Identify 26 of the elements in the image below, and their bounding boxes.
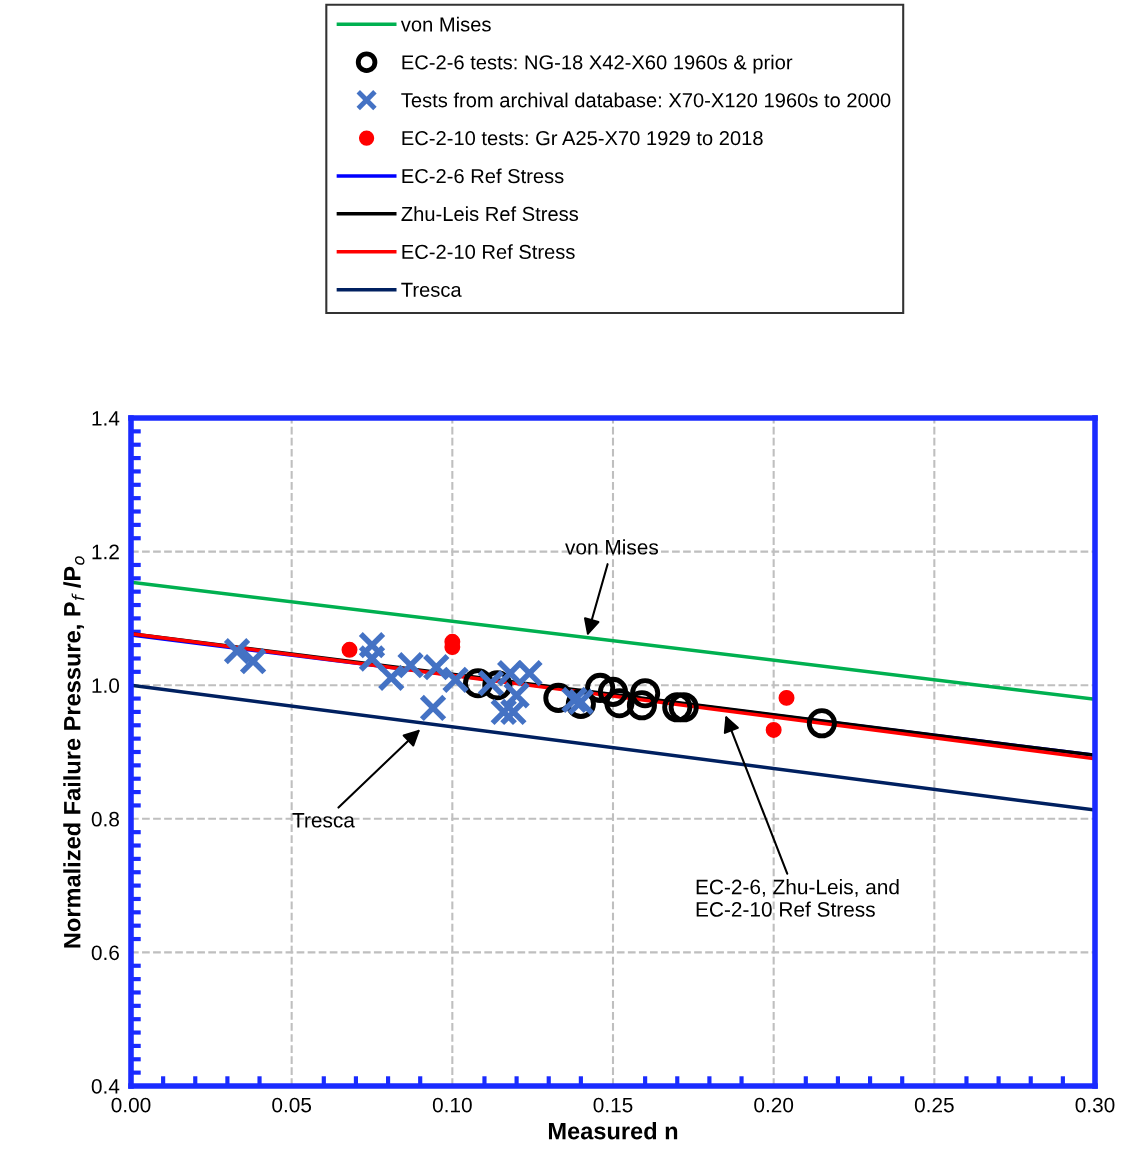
annotation: EC-2-6, Zhu-Leis, and EC-2-10 Ref Stress [696, 879, 899, 917]
legend-label: EC-2-6 Ref Stress [402, 168, 564, 184]
legend-label: EC-2-10 tests: Gr A25-X70 1929 to 2018 [402, 131, 763, 146]
x-tick-label: 0.30 [1075, 1097, 1115, 1113]
legend-label: Tests from archival database: X70-X120 1960s to 2000 [401, 92, 891, 108]
x-tick-label: 0.05 [272, 1097, 312, 1113]
legend-label: Tresca [401, 282, 462, 297]
x-tick-label: 0.25 [914, 1097, 954, 1113]
y-tick-label: 0.6 [91, 945, 119, 961]
annotation: Tresca [292, 813, 355, 828]
x-tick-label: 0.15 [593, 1097, 633, 1113]
y-tick-label: 0.8 [91, 811, 119, 827]
y-tick-label: 0.4 [91, 1079, 120, 1094]
x-tick-label: 0.00 [111, 1097, 151, 1113]
y-tick-label: 1.2 [92, 544, 119, 560]
legend-label: von Mises [400, 16, 491, 32]
legend-label: Zhu-Leis Ref Stress [401, 206, 579, 222]
x-axis-title: Measured n [548, 1122, 678, 1140]
y-tick-label: 1.4 [92, 411, 120, 426]
legend-label: EC-2-10 Ref Stress [402, 244, 575, 260]
annotation: von Mises [565, 539, 659, 555]
legend-label: EC-2-6 tests: NG-18 X42-X60 1960s & prior [402, 54, 793, 74]
y-axis-title: Normalized Failure Pressure, P$_{f}$ /P$_{o}$ [63, 556, 85, 948]
x-tick-label: 0.10 [432, 1097, 472, 1113]
y-tick-label: 1.0 [92, 678, 120, 693]
x-tick-label: 0.20 [754, 1097, 794, 1113]
